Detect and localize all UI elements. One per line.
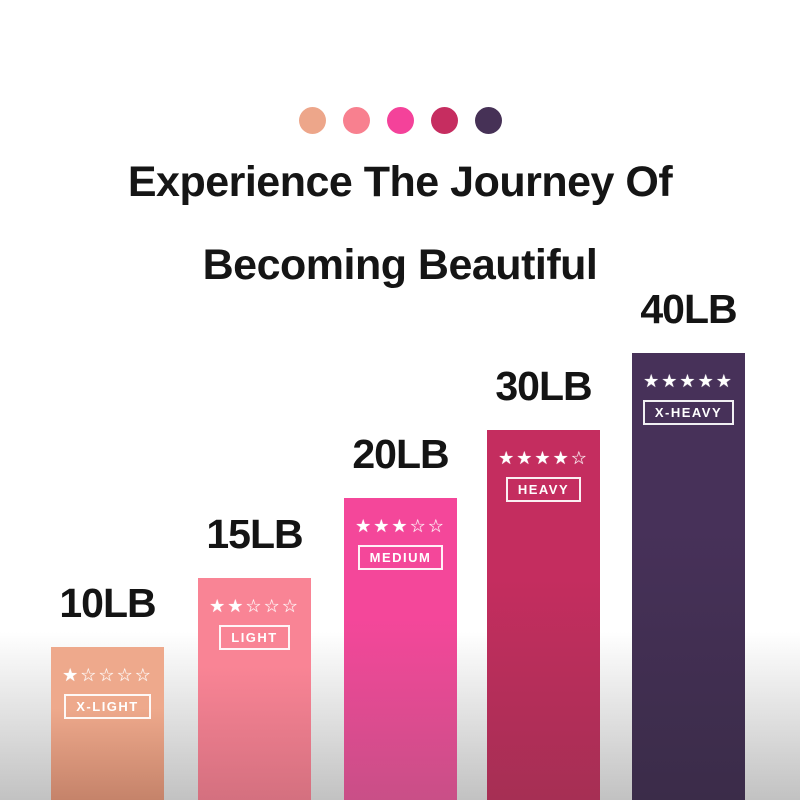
bar-group-10lb: 10LB ★☆☆☆☆ X-LIGHT xyxy=(51,580,164,800)
bar-group-30lb: 30LB ★★★★☆ HEAVY xyxy=(487,363,600,800)
bar-15lb: ★★☆☆☆ LIGHT xyxy=(198,578,311,800)
x-heavy-dot-icon xyxy=(474,107,502,134)
bar-group-20lb: 20LB ★★★☆☆ MEDIUM xyxy=(344,431,457,800)
level-badge: HEAVY xyxy=(505,477,582,502)
star-rating: ★★★★☆ xyxy=(498,448,589,468)
star-rating: ★★★☆☆ xyxy=(355,516,446,536)
page-title-line-1: Experience The Journey Of xyxy=(127,158,673,206)
star-rating: ★☆☆☆☆ xyxy=(62,665,153,685)
bar-20lb: ★★★☆☆ MEDIUM xyxy=(344,498,457,800)
palette-dots-row xyxy=(0,107,800,134)
weight-label: 20LB xyxy=(352,431,449,477)
level-badge: X-LIGHT xyxy=(64,694,151,719)
bar-10lb: ★☆☆☆☆ X-LIGHT xyxy=(51,647,164,800)
bar-group-40lb: 40LB ★★★★★ X-HEAVY xyxy=(632,286,745,800)
level-badge: MEDIUM xyxy=(357,545,444,570)
bar-30lb: ★★★★☆ HEAVY xyxy=(487,430,600,800)
light-dot-icon xyxy=(342,107,370,134)
page-title-line-2: Becoming Beautiful xyxy=(202,241,598,289)
level-badge: LIGHT xyxy=(219,625,290,650)
weight-label: 15LB xyxy=(206,511,303,557)
star-rating: ★★☆☆☆ xyxy=(209,596,300,616)
page-title: Experience The Journey Of Becoming Beaut… xyxy=(0,150,800,316)
weight-label: 10LB xyxy=(59,580,156,626)
bar-group-15lb: 15LB ★★☆☆☆ LIGHT xyxy=(198,511,311,800)
star-rating: ★★★★★ xyxy=(643,371,734,391)
bar-40lb: ★★★★★ X-HEAVY xyxy=(632,353,745,800)
level-badge: X-HEAVY xyxy=(642,400,735,425)
medium-dot-icon xyxy=(386,107,414,134)
weight-label: 30LB xyxy=(495,363,592,409)
heavy-dot-icon xyxy=(430,107,458,134)
x-light-dot-icon xyxy=(298,107,326,134)
weight-label: 40LB xyxy=(640,286,737,332)
